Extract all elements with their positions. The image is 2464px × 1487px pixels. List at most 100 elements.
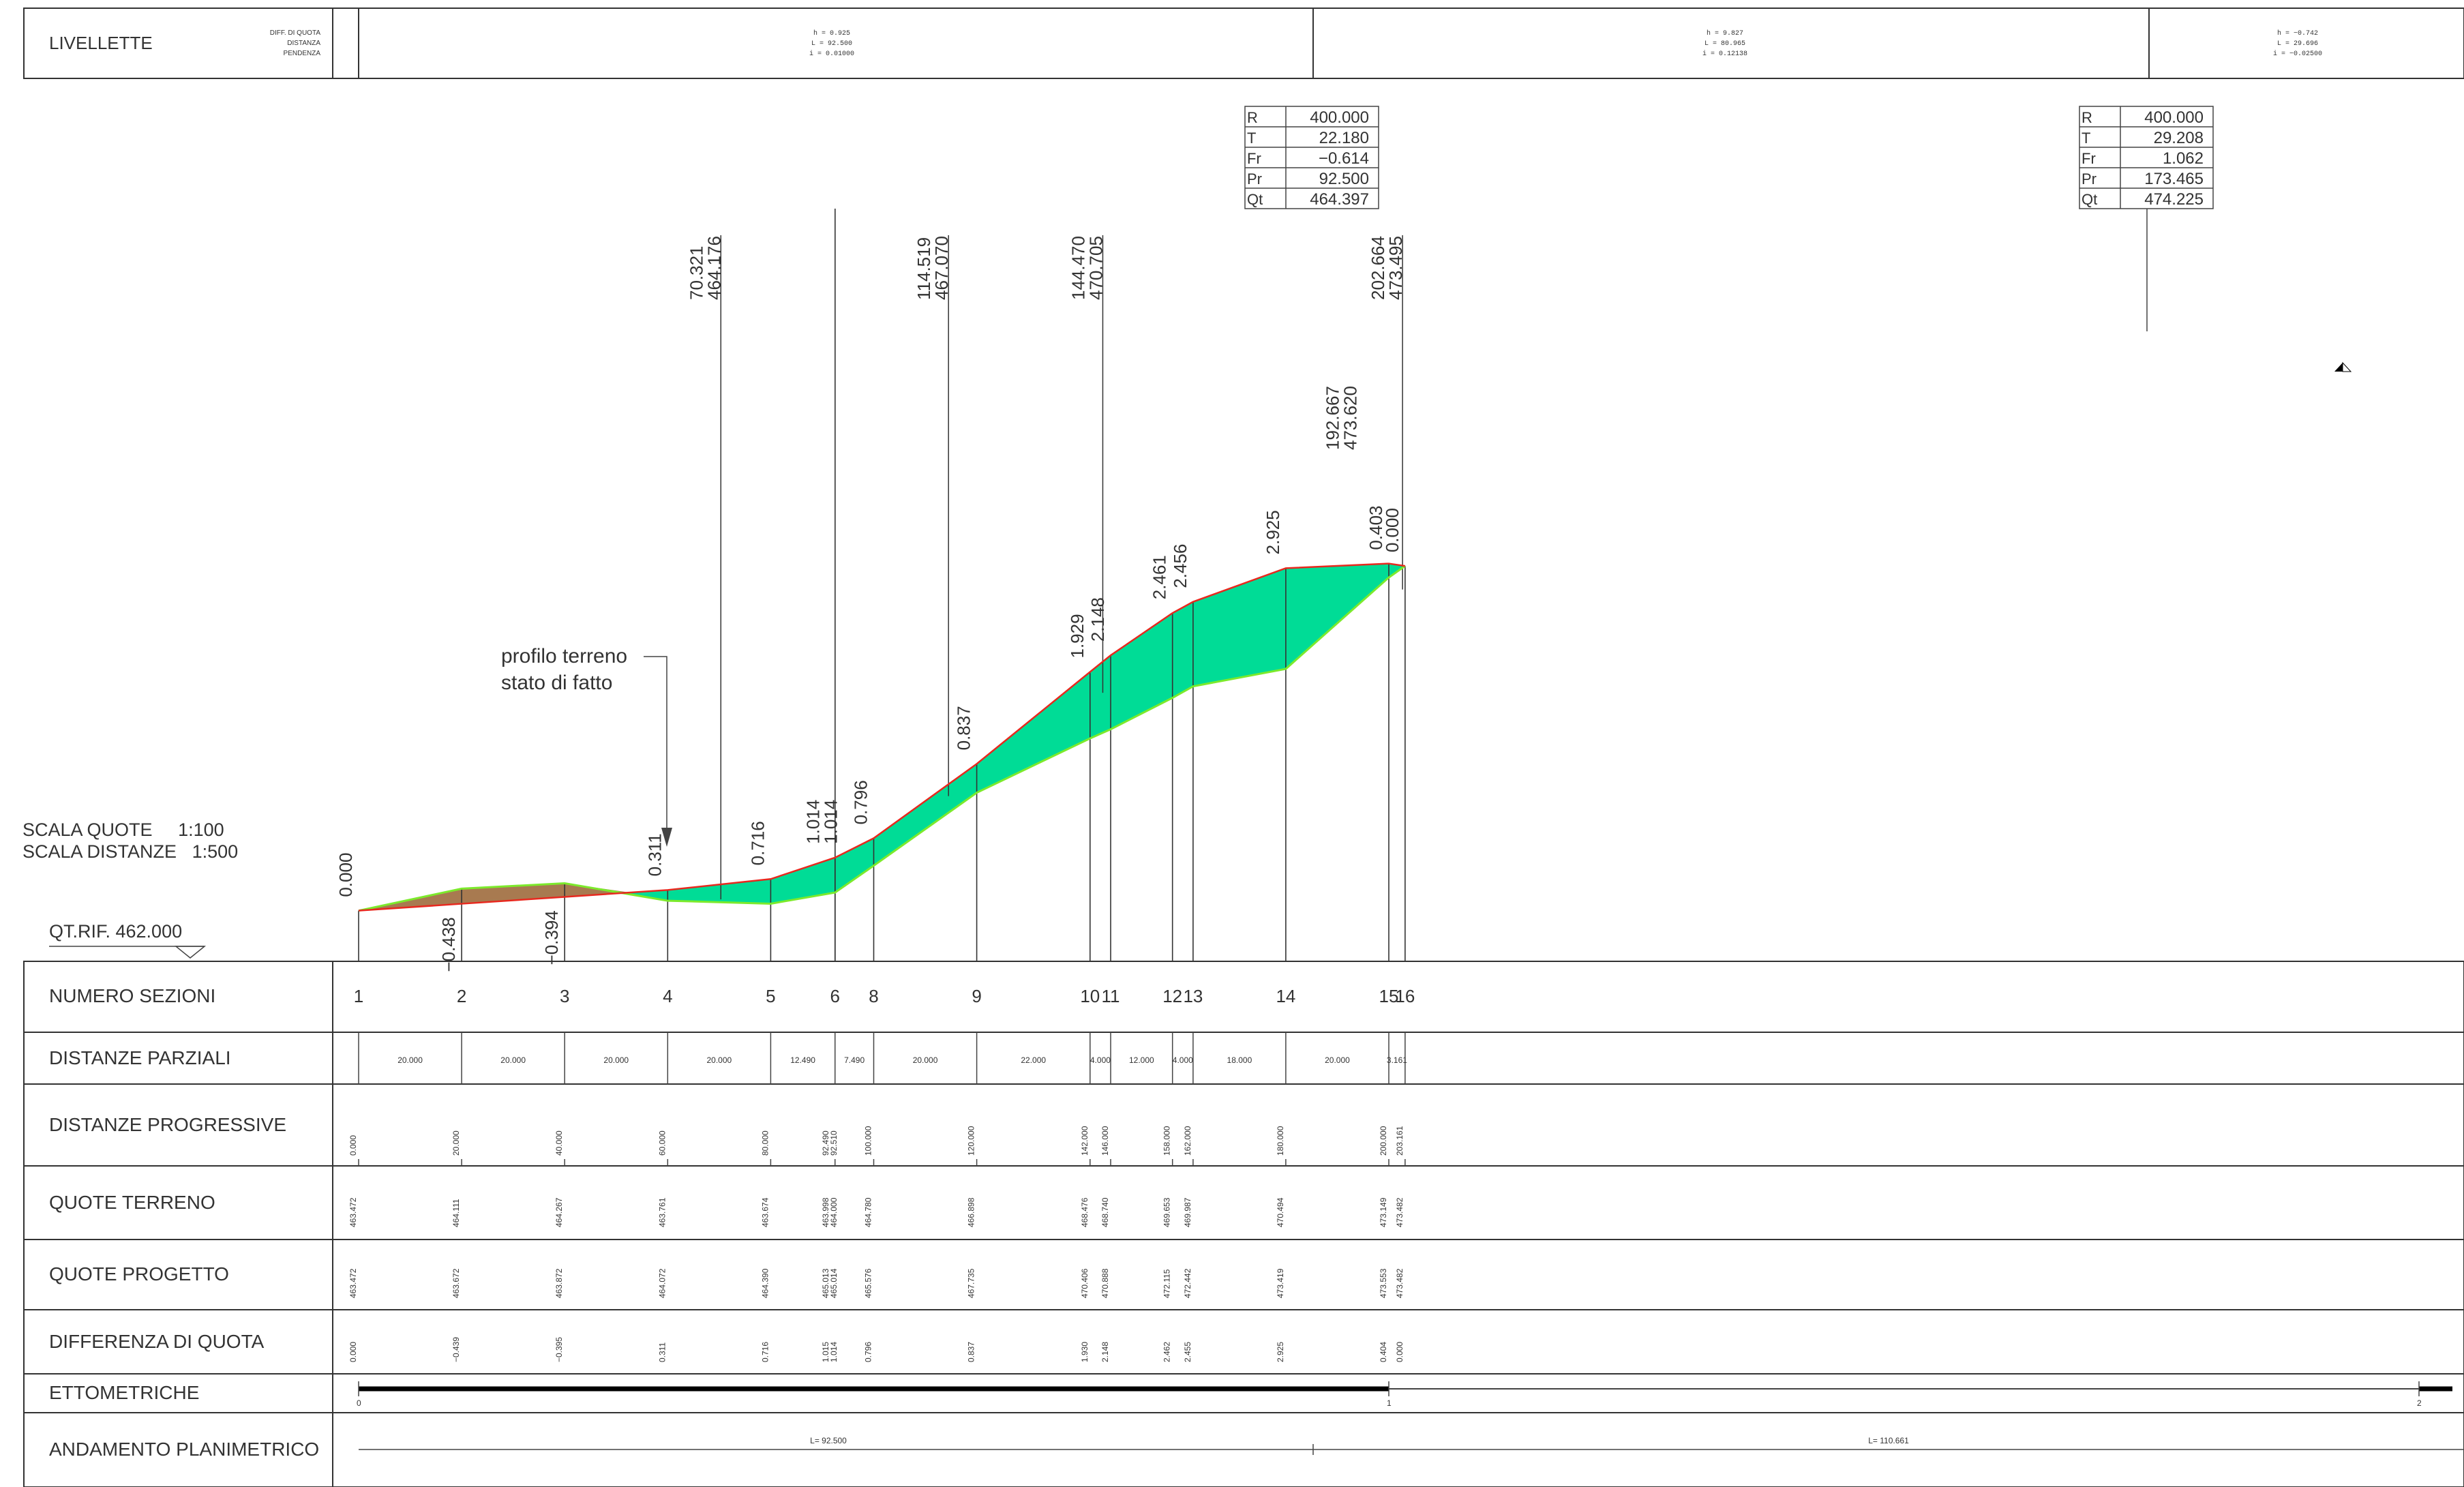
livelletta-3-h: h = −0.742: [2277, 29, 2318, 37]
parziale-value: 20.000: [913, 1055, 938, 1065]
curve-1-label-qt: Qt: [1247, 191, 1263, 208]
profile-diff-label-12: 2.461: [1150, 555, 1170, 599]
section-number-5: 5: [766, 986, 775, 1006]
progressive-value: 60.000: [657, 1130, 667, 1156]
fill-embankment-area: [359, 883, 633, 911]
progressive-value: 180.000: [1276, 1126, 1285, 1156]
project-line: [358, 562, 1406, 912]
row-label-andamento: ANDAMENTO PLANIMETRICO: [49, 1439, 319, 1460]
curve-1-label-fr: Fr: [1247, 150, 1261, 167]
terreno-value: 464.000: [829, 1197, 839, 1227]
diff-value: −0.395: [554, 1337, 564, 1362]
profile-diff-label-8: 0.796: [851, 780, 871, 824]
profile-lines: [358, 562, 1406, 912]
progressive-value: 203.161: [1395, 1126, 1404, 1156]
progressive-value: 20.000: [451, 1130, 461, 1156]
profile-diff-label-3: −0.394: [541, 910, 562, 965]
row-label-ettometriche: ETTOMETRICHE: [49, 1382, 199, 1403]
terreno-value: 463.674: [760, 1197, 770, 1227]
vertex-label: 473.620: [1340, 386, 1361, 450]
terreno-value: 469.653: [1162, 1197, 1172, 1227]
parziale-value: 4.000: [1173, 1055, 1193, 1065]
progetto-value: 464.390: [760, 1268, 770, 1298]
curve-1-t: 22.180: [1319, 129, 1369, 147]
row-label-distanze-parziali: DISTANZE PARZIALI: [49, 1047, 231, 1068]
livelletta-3-l: L = 29.696: [2277, 40, 2318, 48]
vertex-marker: [2334, 361, 2352, 372]
annotation-line-2: stato di fatto: [501, 672, 612, 694]
curve-2-fr: 1.062: [2163, 149, 2204, 168]
progressive-value: 120.000: [967, 1126, 976, 1156]
parziale-value: 7.490: [844, 1055, 865, 1065]
curve-1-qt: 464.397: [1310, 190, 1369, 209]
progetto-value: 463.872: [554, 1268, 564, 1298]
cut-fill-area: [359, 563, 1405, 911]
row-label-numero-sezioni: NUMERO SEZIONI: [49, 985, 215, 1006]
diff-value: 1.014: [829, 1342, 839, 1362]
livelletta-1-i: i = 0.01000: [809, 50, 854, 58]
qt-rif-label: QT.RIF. 462.000: [49, 921, 182, 942]
vertex-label: 192.667: [1323, 386, 1343, 450]
section-number-12: 12: [1162, 986, 1182, 1006]
profile-diff-label-4: 0.311: [644, 833, 665, 876]
progetto-value: 473.419: [1276, 1268, 1285, 1298]
section-number-2: 2: [457, 986, 466, 1006]
parziale-value: 20.000: [706, 1055, 732, 1065]
profile-diff-label-11: 2.148: [1087, 597, 1108, 642]
terreno-value: 468.740: [1100, 1197, 1110, 1227]
progetto-value: 472.115: [1162, 1269, 1172, 1298]
terreno-value: 463.998: [821, 1197, 830, 1227]
curve-2-r: 400.000: [2144, 108, 2204, 127]
progetto-value: 470.406: [1080, 1268, 1090, 1298]
section-number-4: 4: [663, 986, 672, 1006]
diff-value: 0.716: [760, 1342, 770, 1362]
livelletta-2-h: h = 9.827: [1707, 29, 1743, 37]
curve-2-label-r: R: [2082, 109, 2092, 126]
livellette-label: LIVELLETTE: [49, 33, 153, 53]
diff-value: 1.015: [821, 1342, 830, 1362]
ettometriche-bar: 0 1 2: [357, 1381, 2452, 1408]
curve-2-label-pr: Pr: [2082, 170, 2097, 187]
tangent-label-3: 202.664: [1368, 236, 1388, 300]
annotation-line-1: profilo terreno: [501, 645, 627, 667]
progressive-value: 92.510: [829, 1130, 839, 1156]
profile-diff-label-16: 0.000: [1382, 508, 1402, 552]
section-number-3: 3: [560, 986, 569, 1006]
section-number-13: 13: [1183, 986, 1203, 1006]
terreno-value: 464.267: [554, 1197, 564, 1227]
tangent-label-2: 144.470: [1068, 236, 1088, 300]
curve-1-fr: −0.614: [1319, 149, 1369, 168]
section-number-9: 9: [972, 986, 981, 1006]
profile-diff-label-2: −0.438: [438, 917, 459, 972]
diff-value: 0.837: [967, 1342, 976, 1362]
progetto-value: 465.014: [829, 1268, 839, 1298]
progetto-value: 463.472: [348, 1268, 358, 1298]
profile-table-content: 1 0.000 463.472 463.472 0.000 2 20.000 464.111 4…: [348, 986, 1415, 1362]
row-label-distanze-progressive: DISTANZE PROGRESSIVE: [49, 1114, 286, 1135]
progetto-value: 464.072: [657, 1268, 667, 1298]
parziale-value: 4.000: [1090, 1055, 1111, 1065]
diff-value: 0.404: [1379, 1342, 1388, 1362]
livellette-sublabel-diff: DIFF. DI QUOTA: [270, 29, 321, 37]
curve-2-label-fr: Fr: [2082, 150, 2096, 167]
profile-diff-label-10: 1.929: [1067, 614, 1087, 658]
progressive-value: 100.000: [864, 1126, 873, 1156]
curve-box-2: R T Fr Pr Qt 400.000 29.208 1.062 173.46…: [2079, 106, 2214, 331]
terreno-value: 469.987: [1183, 1197, 1192, 1227]
profile-table: NUMERO SEZIONI DISTANZE PARZIALI DISTANZ…: [23, 961, 2464, 1487]
terreno-value: 463.472: [348, 1197, 358, 1227]
diff-value: 2.148: [1100, 1342, 1110, 1362]
progressive-value: 162.000: [1183, 1126, 1192, 1156]
tangent-label-0: 464.176: [704, 236, 724, 300]
parziale-value: 18.000: [1227, 1055, 1252, 1065]
parziale-value: 12.000: [1129, 1055, 1154, 1065]
progressive-value: 0.000: [348, 1135, 358, 1156]
progressive-value: 200.000: [1379, 1126, 1388, 1156]
tangent-label-0: 70.321: [686, 245, 706, 300]
terreno-value: 464.780: [864, 1197, 873, 1227]
diff-value: 0.311: [657, 1342, 667, 1362]
livelletta-1-l: L = 92.500: [811, 40, 852, 48]
livelletta-1-h: h = 0.925: [813, 29, 850, 37]
profile-diff-label-5: 0.716: [747, 821, 768, 865]
